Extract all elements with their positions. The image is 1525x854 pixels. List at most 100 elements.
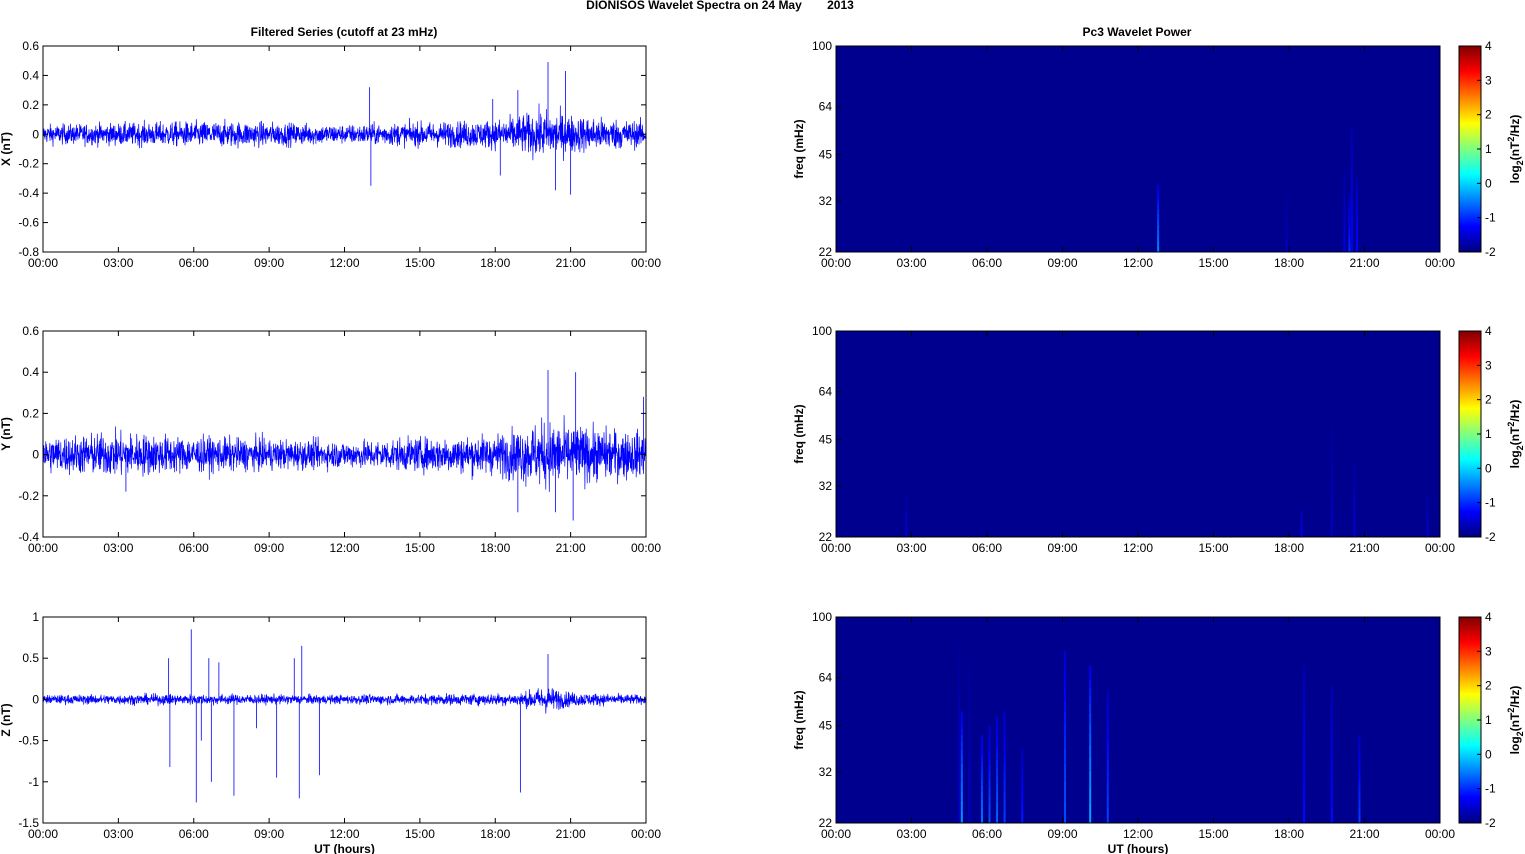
spectrum-3-streak	[1021, 748, 1024, 753]
series-z-xtick-label: 21:00	[556, 827, 586, 841]
spectrum-3-streak	[980, 798, 983, 807]
spectrum-2-streak	[1426, 508, 1429, 512]
spectrum-1-background	[836, 46, 1440, 252]
series-x-ytick-label: -0.4	[18, 186, 39, 200]
spectrum-3-streak	[1303, 687, 1306, 696]
spectrum-2-streak	[1353, 471, 1356, 476]
spectrum-2-streak	[1300, 530, 1303, 533]
series-x-xtick-label: 21:00	[556, 256, 586, 270]
spectrum-3-ylabel: freq (mHz)	[792, 690, 806, 749]
spectrum-3-streak	[1330, 699, 1333, 707]
spectrum-1-streak	[1285, 217, 1288, 222]
spectrum-3-streak	[980, 806, 983, 815]
spectrum-1-colorbar-label: log2(nT2/Hz)	[1506, 115, 1525, 184]
spectrum-2-colorbar-label-part: log	[1508, 450, 1522, 468]
spectrum-1-streak	[1343, 199, 1346, 206]
spectrum-3-streak	[1303, 786, 1306, 804]
spectrum-3-ytick-label: 100	[812, 610, 832, 624]
series-z-axes	[42, 616, 647, 824]
series-z-ytick-label: -1	[28, 775, 39, 789]
spectrum-3-streak	[1021, 775, 1024, 781]
left-column-title: Filtered Series (cutoff at 23 mHz)	[251, 25, 438, 39]
spectrum-3-streak	[1089, 703, 1092, 713]
spectrum-3-streak	[1021, 770, 1024, 776]
spectrum-2-streak	[905, 505, 908, 509]
spectrum-3-streak	[988, 765, 991, 773]
spectrum-2-xtick-label: 15:00	[1198, 541, 1228, 555]
spectrum-2-streak	[1353, 489, 1356, 495]
spectrum-3-streak	[1106, 760, 1109, 771]
series-y-ytick-label: 0.4	[22, 365, 39, 379]
spectrum-3-streak	[1064, 682, 1067, 692]
spectrum-3-streak	[1330, 747, 1333, 758]
series-y-xtick-label: 12:00	[329, 541, 359, 555]
spectrum-3-streak	[968, 703, 971, 713]
spectrum-3-streak	[968, 803, 971, 823]
spectrum-2-streak	[905, 494, 908, 498]
spectrum-1-streak	[1343, 230, 1346, 237]
spectrum-1-streak	[1350, 146, 1353, 153]
spectrum-3-streak	[1021, 780, 1024, 787]
spectrum-1-streak	[1348, 214, 1351, 218]
spectrum-3-streak	[1064, 711, 1067, 723]
spectrum-1-streak	[1350, 160, 1353, 168]
spectrum-1-streak	[1355, 220, 1358, 227]
spectrum-3-streak	[1303, 757, 1306, 771]
spectrum-2-streak	[1300, 514, 1303, 517]
spectrum-3-streak	[960, 728, 963, 736]
series-x-xtick-label: 00:00	[28, 256, 58, 270]
spectrum-3-streak	[1358, 766, 1361, 773]
spectrum-3-streak	[996, 722, 999, 728]
spectrum-3-xtick-label: 18:00	[1274, 827, 1304, 841]
spectrum-1-ctick-label: -2	[1485, 245, 1496, 259]
spectrum-2-streak	[1426, 514, 1429, 518]
spectrum-3-streak	[1089, 744, 1092, 758]
spectrum-2-streak	[1426, 494, 1429, 498]
series-z-xtick-label: 00:00	[28, 827, 58, 841]
spectrum-1-streak	[1348, 225, 1351, 230]
spectrum-1-streak	[1348, 196, 1351, 201]
spectrum-2-streak	[1330, 504, 1333, 515]
spectrum-3-colorbar-label-part: (nT	[1508, 712, 1522, 731]
spectrum-1-streak	[1157, 205, 1160, 210]
spectrum-1-streak	[1157, 240, 1160, 246]
spectrum-2-streak	[1330, 462, 1333, 470]
spectrum-1-streak	[1355, 226, 1358, 233]
spectrum-2-streak	[1353, 475, 1356, 481]
spectrum-1-ytick-label: 32	[819, 194, 833, 208]
spectrum-2-streak	[905, 520, 908, 524]
spectrum-1-streak	[1348, 210, 1351, 215]
spectrum-2-streak	[905, 517, 908, 521]
spectrum-2-ytick-label: 64	[819, 385, 833, 399]
series-x-xtick-label: 15:00	[405, 256, 435, 270]
spectrum-1-xtick-label: 09:00	[1047, 256, 1077, 270]
spectrum-3-colorbar-label-part: 2	[1506, 708, 1516, 713]
series-x-ytick-label: -0.2	[18, 157, 39, 171]
spectrum-3-streak	[1358, 735, 1361, 740]
spectrum-3-streak	[958, 678, 961, 689]
spectrum-2-streak	[905, 523, 908, 527]
spectrum-2-streak	[1353, 494, 1356, 501]
series-z-xtick-label: 06:00	[179, 827, 209, 841]
spectrum-1-streak	[1350, 184, 1353, 194]
series-x-ytick-label: -0.6	[18, 216, 39, 230]
spectrum-3-streak	[1003, 735, 1006, 742]
spectrum-3-colorbar	[1459, 617, 1481, 823]
spectrum-2-streak	[1426, 500, 1429, 503]
spectrum-3-streak	[1330, 729, 1333, 739]
spectrum-2-streak	[1426, 520, 1429, 524]
spectrum-1-streak	[1355, 238, 1358, 246]
spectrum-1-ytick-label: 45	[819, 148, 833, 162]
spectrum-2-colorbar-label-part: 2	[1506, 422, 1516, 427]
spectrum-2-ctick-label: -1	[1485, 496, 1496, 510]
spectrum-3-colorbar-label: log2(nT2/Hz)	[1506, 686, 1525, 755]
spectrum-2-xtick-label: 00:00	[1425, 541, 1455, 555]
spectrum-3-streak	[1003, 748, 1006, 756]
series-y-xtick-label: 09:00	[254, 541, 284, 555]
spectrum-3-streak	[988, 804, 991, 814]
spectrum-1-streak	[1348, 238, 1351, 243]
spectrum-3-streak	[1330, 780, 1333, 793]
spectrum-3-streak	[1106, 782, 1109, 795]
